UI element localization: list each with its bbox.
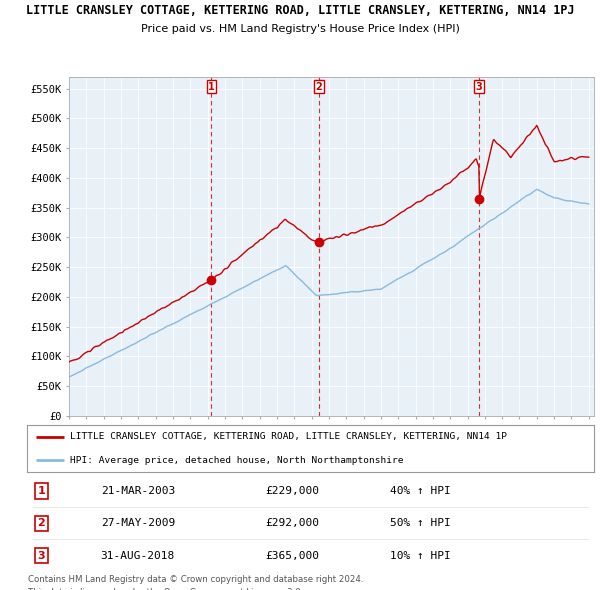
Text: 27-MAY-2009: 27-MAY-2009 bbox=[101, 519, 175, 528]
Text: Contains HM Land Registry data © Crown copyright and database right 2024.: Contains HM Land Registry data © Crown c… bbox=[28, 575, 364, 584]
Text: HPI: Average price, detached house, North Northamptonshire: HPI: Average price, detached house, Nort… bbox=[70, 455, 403, 465]
Text: LITTLE CRANSLEY COTTAGE, KETTERING ROAD, LITTLE CRANSLEY, KETTERING, NN14 1P: LITTLE CRANSLEY COTTAGE, KETTERING ROAD,… bbox=[70, 432, 506, 441]
Text: £229,000: £229,000 bbox=[265, 486, 319, 496]
Text: This data is licensed under the Open Government Licence v3.0.: This data is licensed under the Open Gov… bbox=[28, 588, 304, 590]
Text: £292,000: £292,000 bbox=[265, 519, 319, 528]
Text: 31-AUG-2018: 31-AUG-2018 bbox=[101, 550, 175, 560]
Text: 1: 1 bbox=[37, 486, 45, 496]
Text: 3: 3 bbox=[476, 82, 482, 92]
Text: 40% ↑ HPI: 40% ↑ HPI bbox=[390, 486, 451, 496]
Text: 21-MAR-2003: 21-MAR-2003 bbox=[101, 486, 175, 496]
Text: £365,000: £365,000 bbox=[265, 550, 319, 560]
Text: Price paid vs. HM Land Registry's House Price Index (HPI): Price paid vs. HM Land Registry's House … bbox=[140, 24, 460, 34]
Text: 50% ↑ HPI: 50% ↑ HPI bbox=[390, 519, 451, 528]
Text: 1: 1 bbox=[208, 82, 215, 92]
Text: 10% ↑ HPI: 10% ↑ HPI bbox=[390, 550, 451, 560]
Text: 3: 3 bbox=[37, 550, 45, 560]
Text: 2: 2 bbox=[37, 519, 45, 528]
Text: LITTLE CRANSLEY COTTAGE, KETTERING ROAD, LITTLE CRANSLEY, KETTERING, NN14 1PJ: LITTLE CRANSLEY COTTAGE, KETTERING ROAD,… bbox=[26, 4, 574, 17]
Text: 2: 2 bbox=[316, 82, 322, 92]
